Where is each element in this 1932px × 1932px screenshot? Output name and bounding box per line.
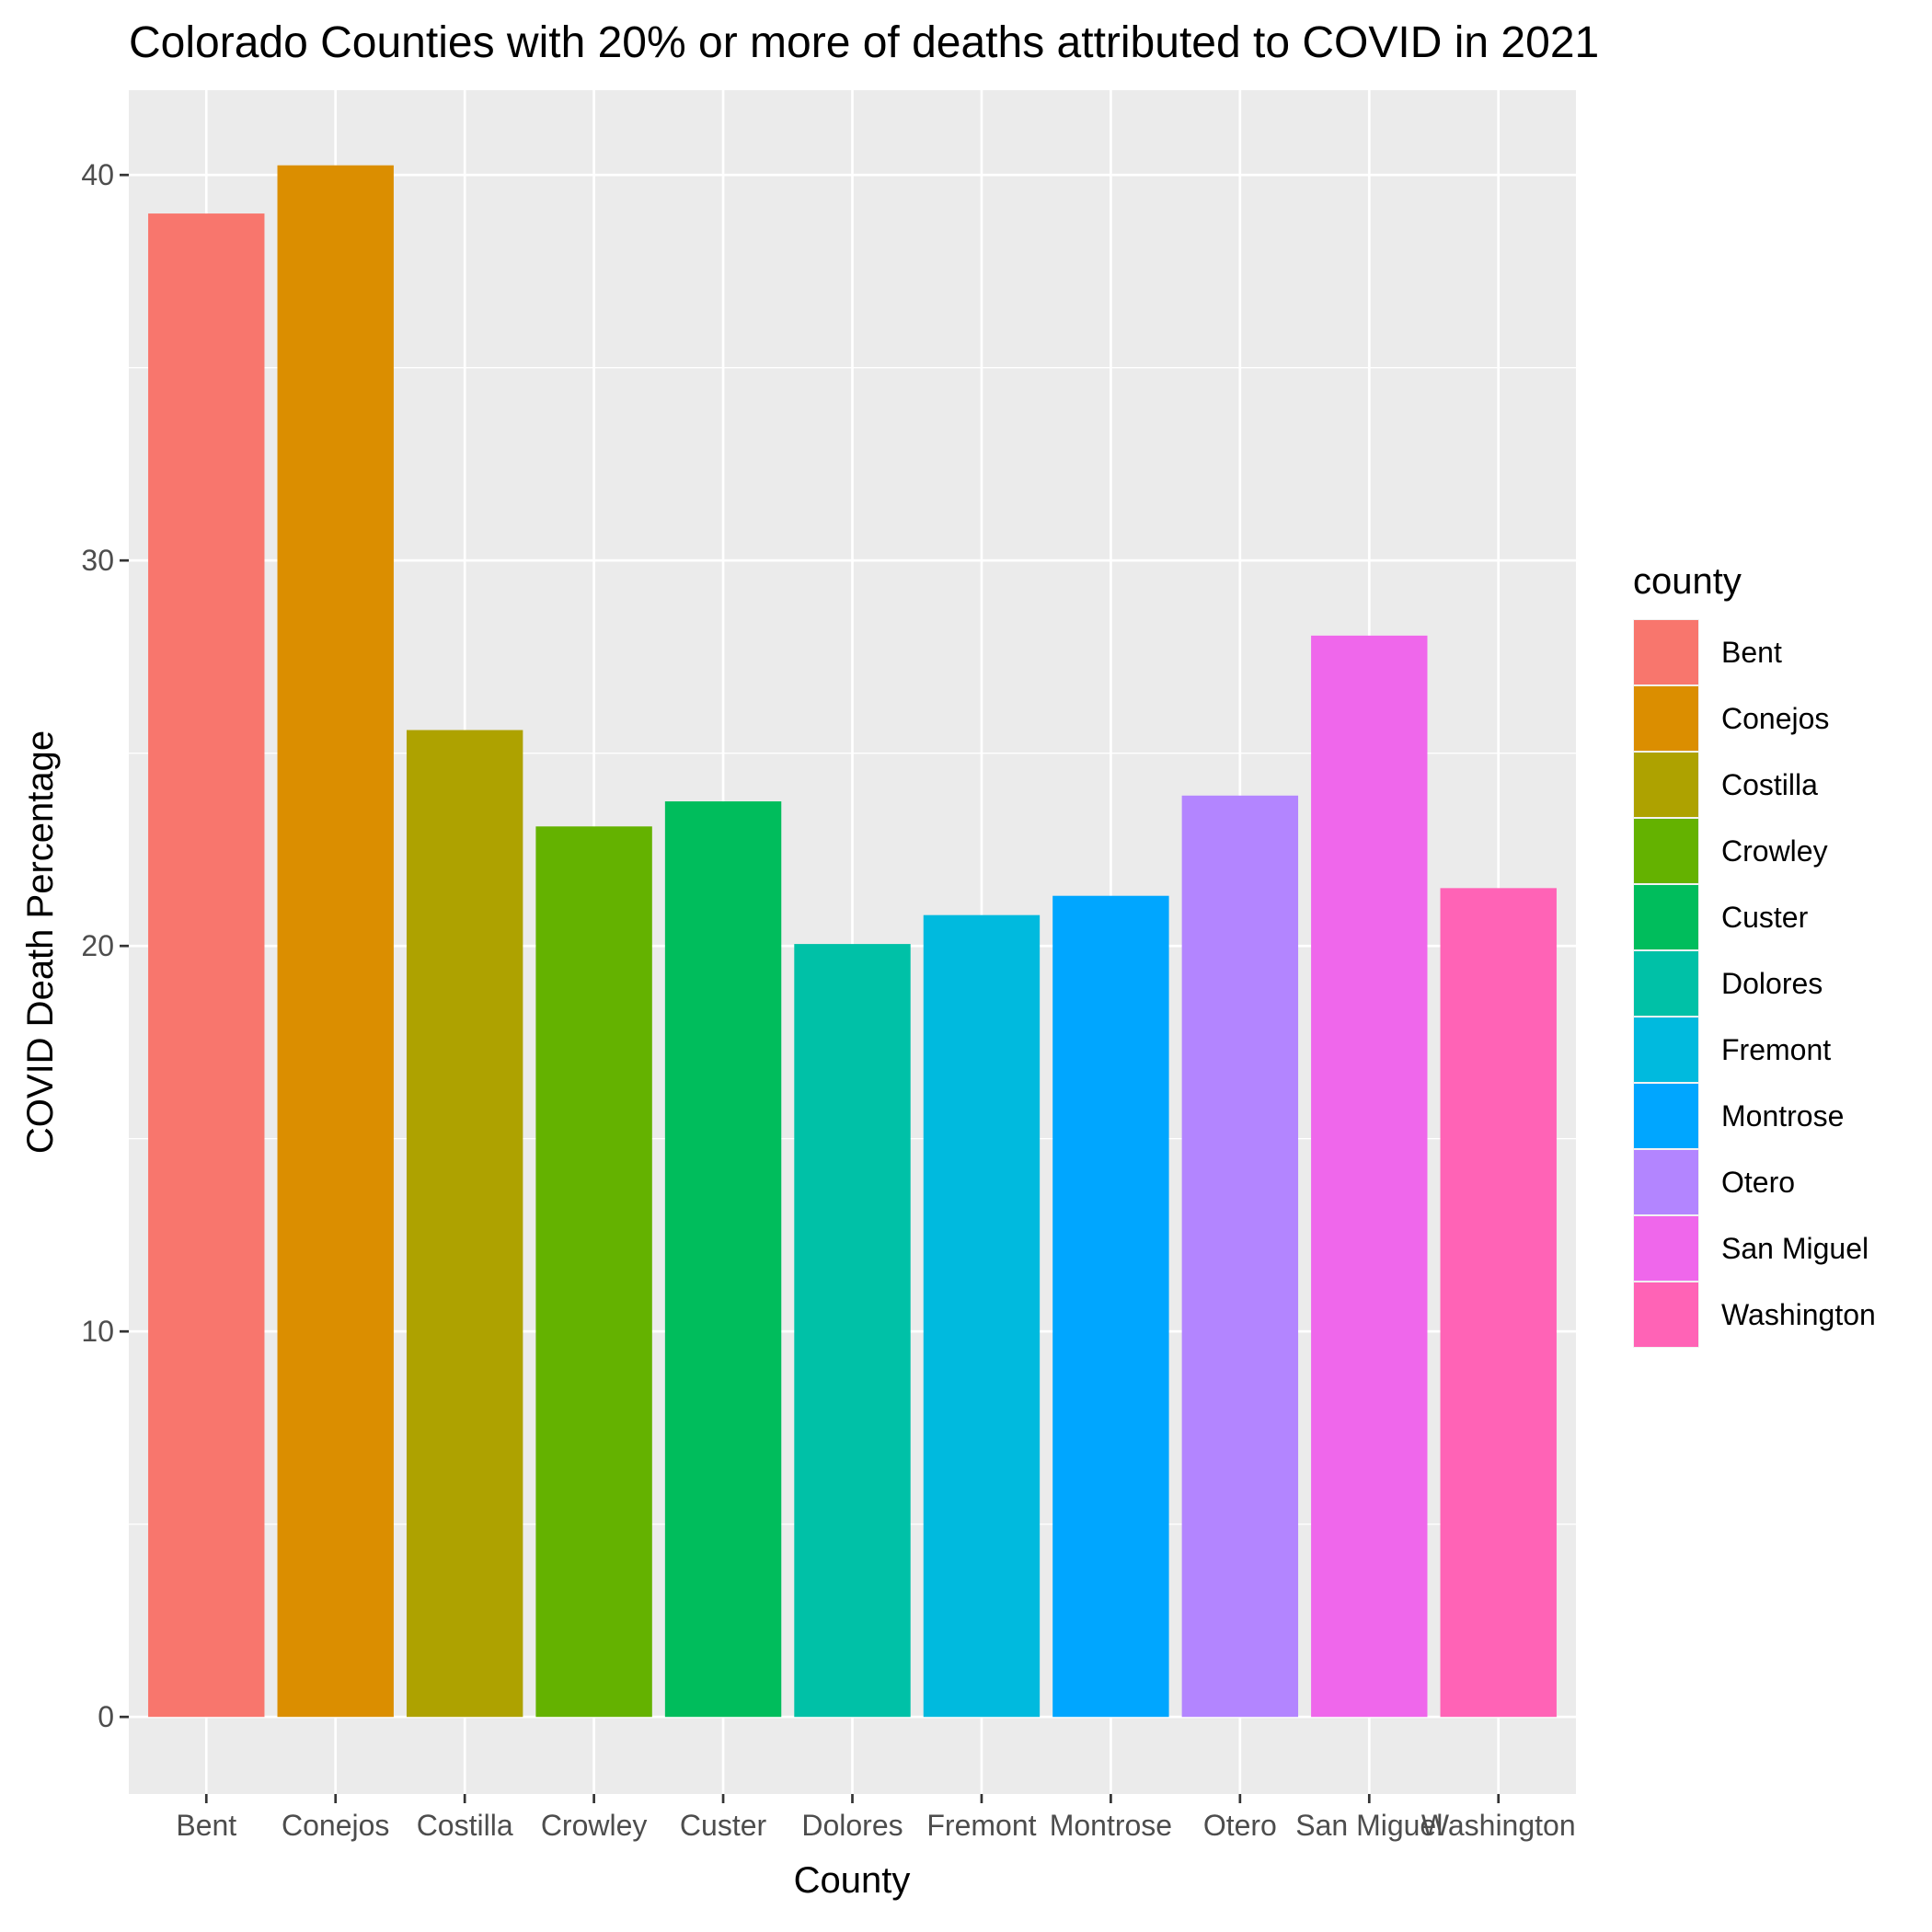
legend-swatch xyxy=(1634,1216,1698,1281)
x-axis-title: County xyxy=(794,1860,911,1901)
y-tick-label: 30 xyxy=(81,544,114,577)
x-tick-label: Fremont xyxy=(926,1809,1036,1842)
y-axis-title: COVID Death Percentage xyxy=(20,730,61,1154)
bar-bent xyxy=(148,213,265,1718)
bar-crowley xyxy=(535,826,652,1718)
bar-conejos xyxy=(277,165,394,1718)
x-tick-label: Costilla xyxy=(417,1809,513,1842)
legend-label: Bent xyxy=(1721,636,1782,669)
bar-washington xyxy=(1440,888,1557,1718)
legend-swatch xyxy=(1634,1018,1698,1082)
legend-label: Costilla xyxy=(1721,768,1818,801)
chart-title: Colorado Counties with 20% or more of de… xyxy=(129,18,1599,67)
legend-swatch xyxy=(1634,885,1698,949)
x-tick-label: Washington xyxy=(1421,1809,1576,1842)
bar-fremont xyxy=(923,914,1041,1718)
legend-label: Washington xyxy=(1721,1298,1876,1331)
bar-montrose xyxy=(1052,895,1169,1718)
y-axis: 0 10 20 30 40 xyxy=(81,158,129,1733)
legend-label: Conejos xyxy=(1721,702,1829,735)
bar-san-miguel xyxy=(1311,635,1428,1718)
legend-label: Custer xyxy=(1721,901,1809,934)
bars xyxy=(148,165,1557,1718)
legend-title: county xyxy=(1633,561,1742,602)
y-tick-label: 0 xyxy=(98,1700,114,1733)
legend-swatch xyxy=(1634,951,1698,1016)
legend-swatch xyxy=(1634,686,1698,751)
legend-label: Otero xyxy=(1721,1166,1795,1199)
x-tick-label: Bent xyxy=(176,1809,236,1842)
bar-custer xyxy=(664,801,782,1718)
legend-label: Dolores xyxy=(1721,967,1823,1000)
x-tick-label: Custer xyxy=(680,1809,767,1842)
x-tick-label: Montrose xyxy=(1050,1809,1172,1842)
legend-swatch xyxy=(1634,1282,1698,1347)
x-tick-label: Otero xyxy=(1203,1809,1277,1842)
x-tick-label: Crowley xyxy=(541,1809,648,1842)
legend-swatch xyxy=(1634,753,1698,817)
legend-label: San Miguel xyxy=(1721,1232,1869,1265)
legend: county Bent Conejos Costilla Crowley Custer D… xyxy=(1633,561,1876,1348)
y-tick-label: 40 xyxy=(81,158,114,191)
legend-swatch xyxy=(1634,1084,1698,1148)
x-tick-label: Conejos xyxy=(282,1809,389,1842)
legend-swatch xyxy=(1634,620,1698,684)
bar-dolores xyxy=(794,944,911,1718)
x-tick-label: Dolores xyxy=(801,1809,903,1842)
bar-costilla xyxy=(406,730,523,1718)
legend-items: Bent Conejos Costilla Crowley Custer Dolores F… xyxy=(1633,619,1876,1348)
legend-label: Fremont xyxy=(1721,1033,1831,1066)
bar-otero xyxy=(1181,795,1299,1718)
legend-label: Montrose xyxy=(1721,1099,1844,1133)
legend-swatch xyxy=(1634,1150,1698,1214)
y-tick-label: 20 xyxy=(81,929,114,962)
y-tick-label: 10 xyxy=(81,1315,114,1348)
x-axis: Bent Conejos Costilla Crowley Custer Dolores F… xyxy=(176,1794,1576,1842)
x-tick-label: San Miguel xyxy=(1295,1809,1443,1842)
legend-swatch xyxy=(1634,819,1698,883)
legend-label: Crowley xyxy=(1721,834,1828,868)
